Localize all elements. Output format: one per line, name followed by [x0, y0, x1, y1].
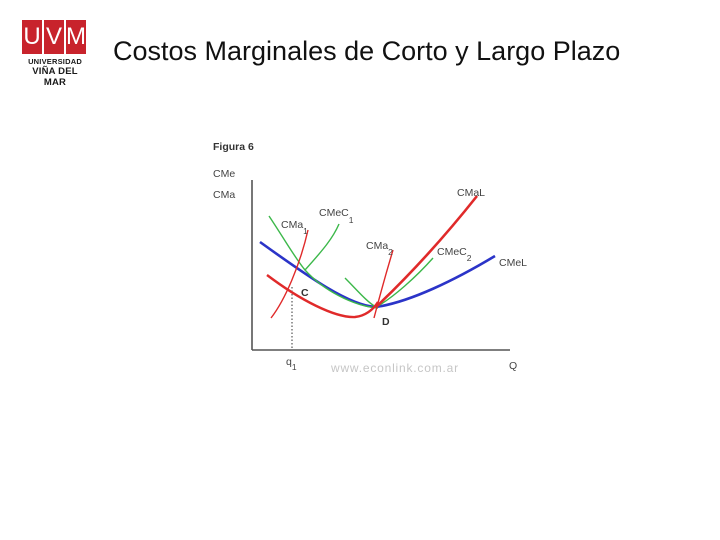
x-tick-q1: q1 — [286, 356, 297, 372]
curve-cmal — [375, 195, 479, 308]
logo-letter-m: M — [66, 20, 86, 54]
label-cmal: CMaL — [457, 187, 485, 199]
cost-curves-diagram: Figura 6 CMe CMa CMa1 CMeC1 CMa2 CMeC2 C… — [213, 141, 527, 375]
label-cmel: CMeL — [499, 257, 527, 269]
logo-letters: U V M — [22, 20, 88, 54]
x-axis-label-q: Q — [509, 360, 517, 372]
point-label-c: C — [301, 287, 309, 299]
uvm-logo: U V M UNIVERSIDAD VIÑA DEL MAR — [22, 20, 88, 90]
label-cmec1: CMeC1 — [319, 207, 354, 225]
curve-cmec1-right — [304, 223, 340, 271]
curve-cma1 — [270, 229, 309, 319]
logo-caption: UNIVERSIDAD VIÑA DEL MAR — [22, 57, 88, 88]
cost-curves-figure: Figura 6 CMe CMa CMa1 CMeC1 CMa2 CMeC2 C… — [205, 130, 535, 380]
slide-title: Costos Marginales de Corto y Largo Plazo — [113, 36, 621, 66]
point-label-d: D — [382, 316, 390, 328]
label-cma1: CMa1 — [281, 219, 308, 236]
label-cma2: CMa2 — [366, 240, 393, 257]
logo-line-1: UNIVERSIDAD — [28, 57, 82, 66]
y-axis-label-cma: CMa — [213, 189, 235, 201]
curve-cma2-segment — [373, 249, 394, 319]
logo-letter-v: V — [44, 20, 64, 54]
curve-cmel — [259, 240, 377, 309]
logo-line-2: VIÑA DEL MAR — [32, 66, 78, 88]
figure-caption: Figura 6 — [213, 141, 254, 153]
label-cmec2: CMeC2 — [437, 246, 472, 263]
y-axis-label-cme: CMe — [213, 168, 235, 180]
curve-cmec1 — [268, 215, 379, 309]
source-watermark: www.econlink.com.ar — [330, 361, 459, 375]
curve-cmel-right — [375, 254, 496, 309]
curve-cma2 — [266, 274, 380, 319]
logo-letter-u: U — [22, 20, 42, 54]
